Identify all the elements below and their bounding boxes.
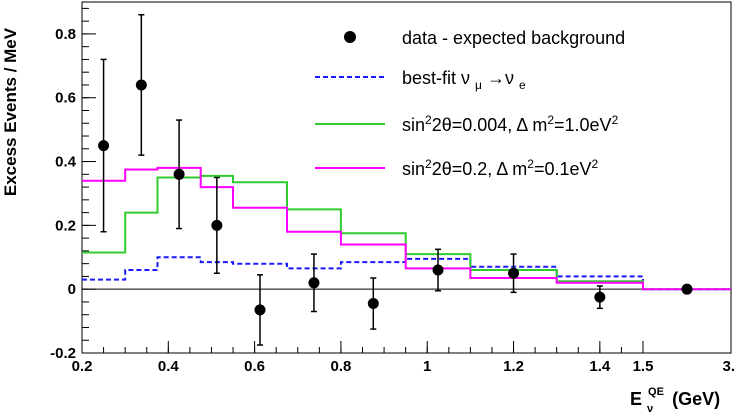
y-tick-label: 0 <box>68 281 76 298</box>
x-tick-label: 1.5 <box>633 358 654 375</box>
legend-green-sup3: 2 <box>612 113 619 127</box>
data-point-group <box>211 176 223 274</box>
legend-green-main: sin <box>402 115 425 135</box>
data-point <box>211 219 223 231</box>
x-tick-label: 1 <box>423 358 431 375</box>
legend-bestfit-prefix: best-fit ν <box>402 68 470 88</box>
data-point <box>681 283 693 295</box>
x-tick-label: 1.4 <box>589 358 611 375</box>
data-points <box>98 14 693 346</box>
legend-label-green: sin22θ=0.004, Δ m2=1.0eV2 <box>402 113 619 135</box>
data-point <box>508 267 520 279</box>
legend-magenta-mid2: =0.1eV <box>534 159 592 179</box>
y-tick-label: 0.6 <box>55 90 76 107</box>
legend-green-sup1: 2 <box>425 113 432 127</box>
plot-frame <box>81 1 732 354</box>
data-point <box>173 168 185 180</box>
y-tick-label: 0.4 <box>55 154 77 171</box>
data-point-group <box>681 283 693 295</box>
tick-labels: -0.2 0 0.2 0.4 0.6 0.8 0.2 0.4 0.6 0.8 1 1.2 1.4 1.5 3… <box>50 26 735 375</box>
data-point <box>432 264 444 276</box>
legend-marker-data <box>344 31 356 43</box>
x-axis-title: E QE ν (GeV) <box>630 379 720 415</box>
data-point-group <box>594 285 606 310</box>
legend-magenta-mid: 2θ=0.2, Δ m <box>432 159 528 179</box>
series-line-3 <box>82 166 731 291</box>
legend-label-bestfit: best-fit ν μ →ν e <box>402 68 526 93</box>
legend-label-data: data - expected background <box>402 28 625 48</box>
data-point <box>367 298 379 310</box>
x-tick-label: 0.4 <box>158 358 180 375</box>
x-axis-title-unit: (GeV) <box>672 389 720 409</box>
y-tick-label: -0.2 <box>50 345 76 362</box>
legend-bestfit-sub1: μ <box>475 78 482 92</box>
legend-magenta-sup2: 2 <box>527 157 534 171</box>
legend: data - expected background best-fit ν μ … <box>315 28 625 179</box>
data-point-group <box>308 253 320 313</box>
legend-bestfit-sub2: e <box>519 78 526 92</box>
y-tick-label: 0.2 <box>55 217 76 234</box>
legend-green-sup2: 2 <box>547 113 554 127</box>
data-point-group <box>135 14 147 156</box>
plot-border <box>81 1 732 354</box>
data-point <box>98 140 110 152</box>
x-axis-title-sup: QE <box>648 386 664 398</box>
data-point <box>135 79 147 91</box>
data-point <box>308 277 320 289</box>
x-tick-label: 0.6 <box>244 358 265 375</box>
data-point-group <box>508 253 520 294</box>
x-axis-title-main: E <box>630 389 642 409</box>
legend-magenta-sup3: 2 <box>592 157 599 171</box>
x-tick-label: 1.2 <box>503 358 524 375</box>
legend-green-mid2: =1.0eV <box>554 115 612 135</box>
data-point-group <box>254 274 266 346</box>
x-axis-title-sub: ν <box>647 403 653 415</box>
x-tick-label: 0.8 <box>330 358 351 375</box>
data-point-group <box>367 277 379 330</box>
legend-magenta-sup1: 2 <box>425 157 432 171</box>
data-point-group <box>432 248 444 292</box>
legend-green-mid: 2θ=0.004, Δ m <box>432 115 548 135</box>
x-tick-label: 3. <box>722 358 735 375</box>
data-point <box>254 304 266 316</box>
x-tick-label: 0.2 <box>72 358 93 375</box>
y-tick-label: 0.8 <box>55 26 76 43</box>
data-point-group <box>173 119 185 230</box>
legend-bestfit-arrow: →ν <box>487 68 514 88</box>
legend-label-magenta: sin22θ=0.2, Δ m2=0.1eV2 <box>402 157 599 179</box>
data-point <box>594 291 606 303</box>
y-axis-title: Excess Events / MeV <box>1 27 20 196</box>
series-line-2 <box>82 174 731 291</box>
legend-magenta-main: sin <box>402 159 425 179</box>
data-point-group <box>98 58 110 233</box>
